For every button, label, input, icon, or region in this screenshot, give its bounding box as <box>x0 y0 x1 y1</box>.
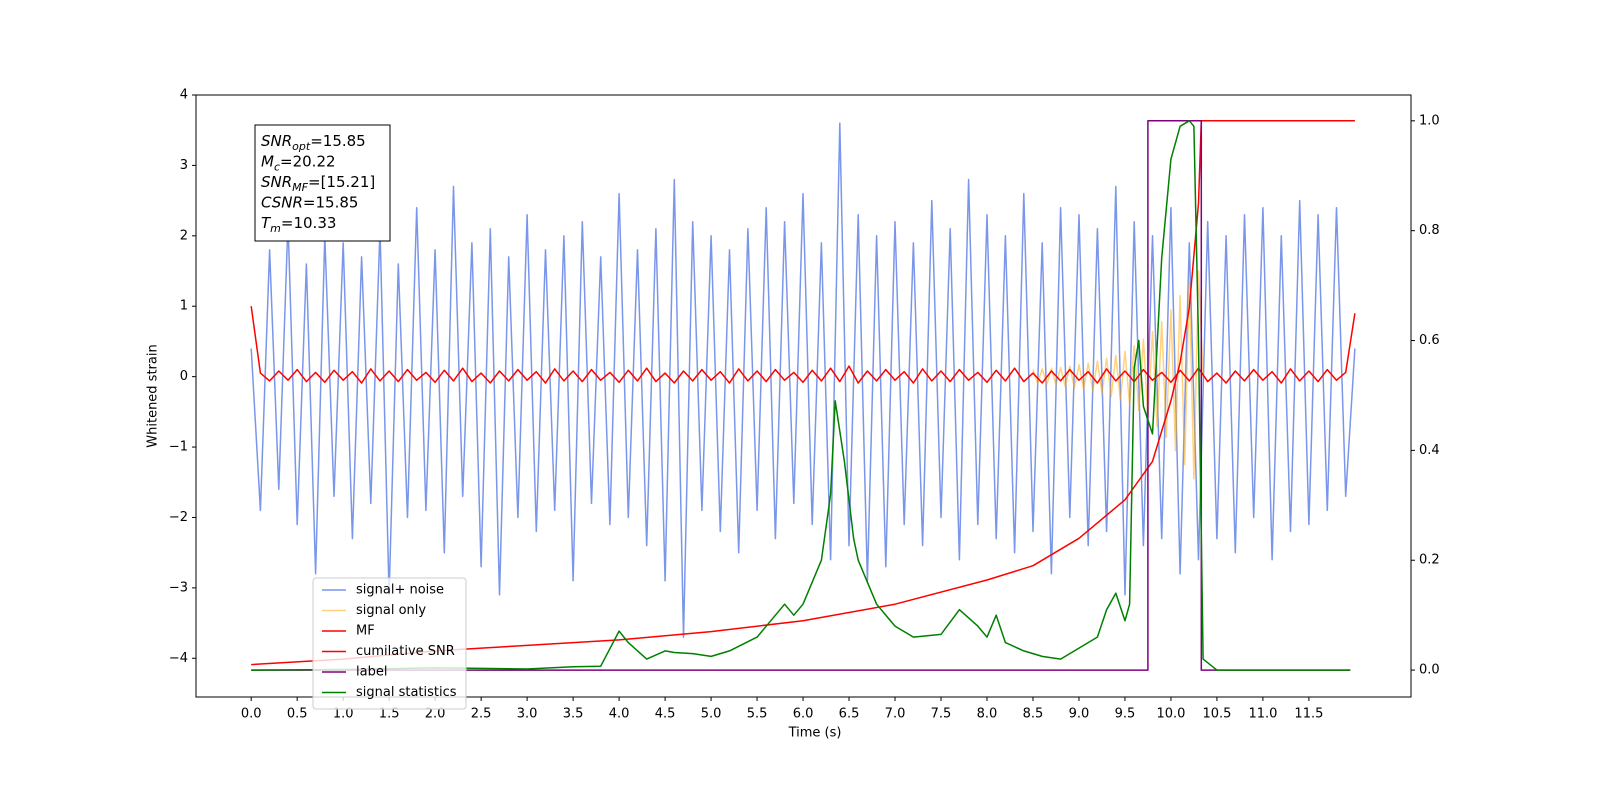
x-tick-label: 0.5 <box>287 707 308 722</box>
legend: signal+ noise signal only MF cumilative SNR… <box>312 577 467 710</box>
x-tick-label: 11.0 <box>1248 707 1277 722</box>
legend-label: label <box>356 665 387 680</box>
y2-tick-label: 0.8 <box>1419 223 1440 238</box>
x-tick-label: 10.5 <box>1202 707 1231 722</box>
legend-label: signal statistics <box>356 685 457 700</box>
y-tick-label: 2 <box>180 228 188 243</box>
annotation-subscript: c <box>274 161 280 174</box>
x-tick-label: 7.5 <box>931 707 952 722</box>
annotation-symbol: T <box>261 214 272 232</box>
y2-tick-label: 0.6 <box>1419 333 1440 348</box>
x-tick-label: 1.0 <box>333 707 354 722</box>
x-tick-label: 0.0 <box>241 707 262 722</box>
x-tick-label: 2.5 <box>471 707 492 722</box>
x-tick-label: 5.5 <box>747 707 768 722</box>
x-tick-label: 8.5 <box>1023 707 1044 722</box>
annotation-line: Tm=10.33 <box>261 214 336 235</box>
annotation-line: SNRMF=[15.21] <box>261 173 375 194</box>
x-tick-label: 10.0 <box>1156 707 1185 722</box>
series-line <box>250 306 1356 384</box>
y2-tick-label: 0.0 <box>1419 663 1440 678</box>
x-tick-label: 11.5 <box>1294 707 1323 722</box>
y-tick-label: −4 <box>169 651 188 666</box>
series-line <box>251 120 1355 666</box>
annotation-subscript: opt <box>292 140 311 153</box>
x-tick-label: 5.0 <box>701 707 722 722</box>
y-tick-label: 3 <box>180 158 188 173</box>
legend-label: cumilative SNR <box>356 644 455 659</box>
annotation-symbol: CSNR <box>261 194 303 212</box>
legend-label: MF <box>356 624 375 639</box>
x-tick-label: 3.0 <box>517 707 538 722</box>
annotation-box: SNRopt=15.85Mc=20.22SNRMF=[15.21]CSNR=15… <box>254 124 391 242</box>
y2-tick-label: 0.4 <box>1419 443 1440 458</box>
x-tick-label: 7.0 <box>885 707 906 722</box>
annotation-value: =15.85 <box>310 132 366 150</box>
y2-tick-label: 1.0 <box>1419 113 1440 128</box>
x-tick-label: 2.0 <box>425 707 446 722</box>
series-line <box>251 120 1351 671</box>
x-tick-label: 1.5 <box>379 707 400 722</box>
x-axis-label: Time (s) <box>788 726 842 741</box>
annotation-value: =10.33 <box>281 214 337 232</box>
x-tick-label: 9.0 <box>1069 707 1090 722</box>
annotation-symbol: M <box>261 153 274 171</box>
y-axis-label: Whitened strain <box>146 344 161 447</box>
annotation-subscript: MF <box>292 181 308 194</box>
x-tick-label: 6.5 <box>839 707 860 722</box>
y-tick-label: −3 <box>169 580 188 595</box>
y-tick-label: −1 <box>169 440 188 455</box>
legend-label: signal only <box>356 603 426 618</box>
annotation-symbol: SNR <box>261 173 292 191</box>
y2-tick-label: 0.2 <box>1419 553 1440 568</box>
x-tick-label: 4.0 <box>609 707 630 722</box>
x-tick-label: 6.0 <box>793 707 814 722</box>
x-tick-label: 9.5 <box>1115 707 1136 722</box>
annotation-subscript: m <box>270 222 281 235</box>
annotation-symbol: SNR <box>261 132 292 150</box>
y-tick-label: 1 <box>180 299 188 314</box>
y-tick-label: 0 <box>180 369 188 384</box>
y-tick-label: 4 <box>180 88 188 103</box>
series-line <box>250 122 1356 638</box>
x-tick-label: 4.5 <box>655 707 676 722</box>
annotation-line: Mc=20.22 <box>261 153 336 174</box>
annotation-value: =15.85 <box>303 194 359 212</box>
legend-frame <box>312 577 467 710</box>
annotation-value: =20.22 <box>280 153 336 171</box>
annotation-frame <box>254 124 391 242</box>
annotation-line: SNRopt=15.85 <box>261 132 366 153</box>
y-tick-label: −2 <box>169 510 188 525</box>
annotation-value: =[15.21] <box>308 173 375 191</box>
x-tick-label: 8.0 <box>977 707 998 722</box>
x-tick-label: 3.5 <box>563 707 584 722</box>
legend-label: signal+ noise <box>356 583 444 598</box>
annotation-line: CSNR=15.85 <box>261 194 358 212</box>
